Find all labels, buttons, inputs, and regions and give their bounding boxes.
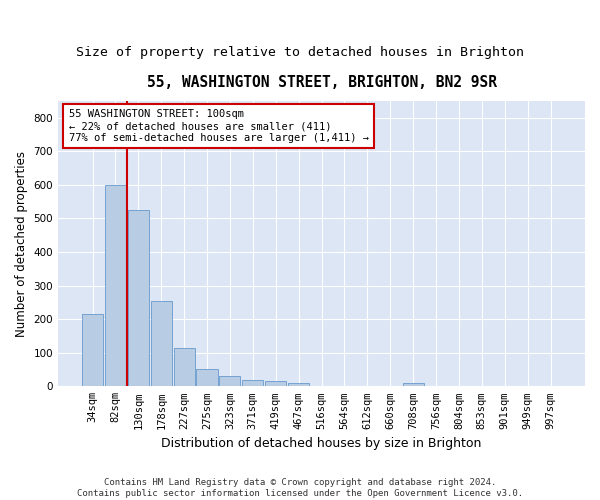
Bar xyxy=(105,185,126,386)
Bar xyxy=(403,383,424,386)
Bar xyxy=(265,380,286,386)
Bar xyxy=(173,348,194,387)
Text: 55 WASHINGTON STREET: 100sqm
← 22% of detached houses are smaller (411)
77% of s: 55 WASHINGTON STREET: 100sqm ← 22% of de… xyxy=(68,110,368,142)
Y-axis label: Number of detached properties: Number of detached properties xyxy=(15,150,28,336)
Bar xyxy=(220,376,241,386)
Title: 55, WASHINGTON STREET, BRIGHTON, BN2 9SR: 55, WASHINGTON STREET, BRIGHTON, BN2 9SR xyxy=(146,75,497,90)
Bar xyxy=(242,380,263,386)
Bar xyxy=(128,210,149,386)
Bar xyxy=(82,314,103,386)
Bar xyxy=(196,368,218,386)
Bar xyxy=(288,383,309,386)
Text: Size of property relative to detached houses in Brighton: Size of property relative to detached ho… xyxy=(76,46,524,59)
Bar xyxy=(151,300,172,386)
Text: Contains HM Land Registry data © Crown copyright and database right 2024.
Contai: Contains HM Land Registry data © Crown c… xyxy=(77,478,523,498)
X-axis label: Distribution of detached houses by size in Brighton: Distribution of detached houses by size … xyxy=(161,437,482,450)
